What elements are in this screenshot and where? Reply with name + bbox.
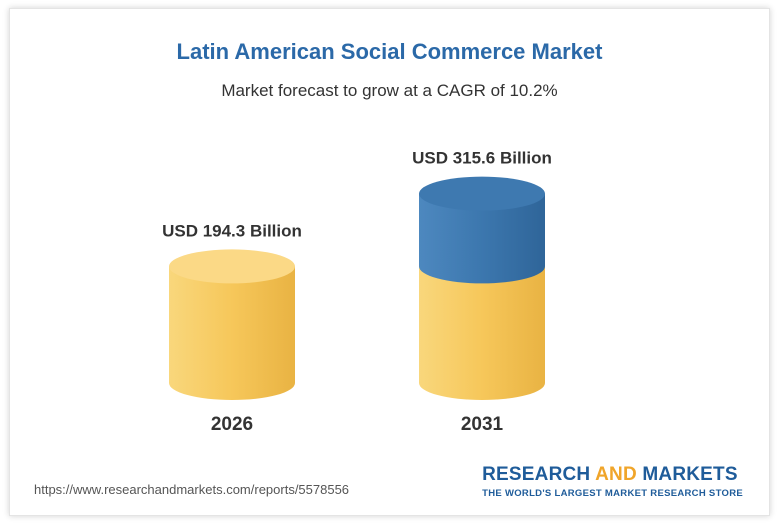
bar-growth-segment xyxy=(419,193,545,284)
chart-canvas: USD 194.3 Billion 2026 USD 315.6 Billion 20… xyxy=(162,149,552,435)
bar-top-cap xyxy=(419,176,545,211)
bar-base-segment xyxy=(419,266,545,400)
category-label: 2026 xyxy=(211,414,253,435)
value-label: USD 194.3 Billion xyxy=(162,221,302,240)
bar-base-segment xyxy=(169,266,295,400)
bar-2026: USD 194.3 Billion 2026 xyxy=(162,221,302,435)
value-label: USD 315.6 Billion xyxy=(412,149,552,168)
bar-2031: USD 315.6 Billion 2031 xyxy=(412,149,552,435)
logo-wordmark: RESEARCH AND MARKETS xyxy=(482,464,738,485)
chart-title: Latin American Social Commerce Market xyxy=(176,39,603,64)
bar-top-cap xyxy=(169,249,295,284)
brand-logo: RESEARCH AND MARKETS THE WORLD'S LARGEST… xyxy=(482,464,743,499)
chart-subtitle: Market forecast to grow at a CAGR of 10.… xyxy=(221,81,558,100)
logo-tagline: THE WORLD'S LARGEST MARKET RESEARCH STOR… xyxy=(482,488,743,499)
source-url: https://www.researchandmarkets.com/repor… xyxy=(34,482,350,497)
category-label: 2031 xyxy=(461,414,504,435)
chart-card: Latin American Social Commerce Market Ma… xyxy=(9,8,770,516)
